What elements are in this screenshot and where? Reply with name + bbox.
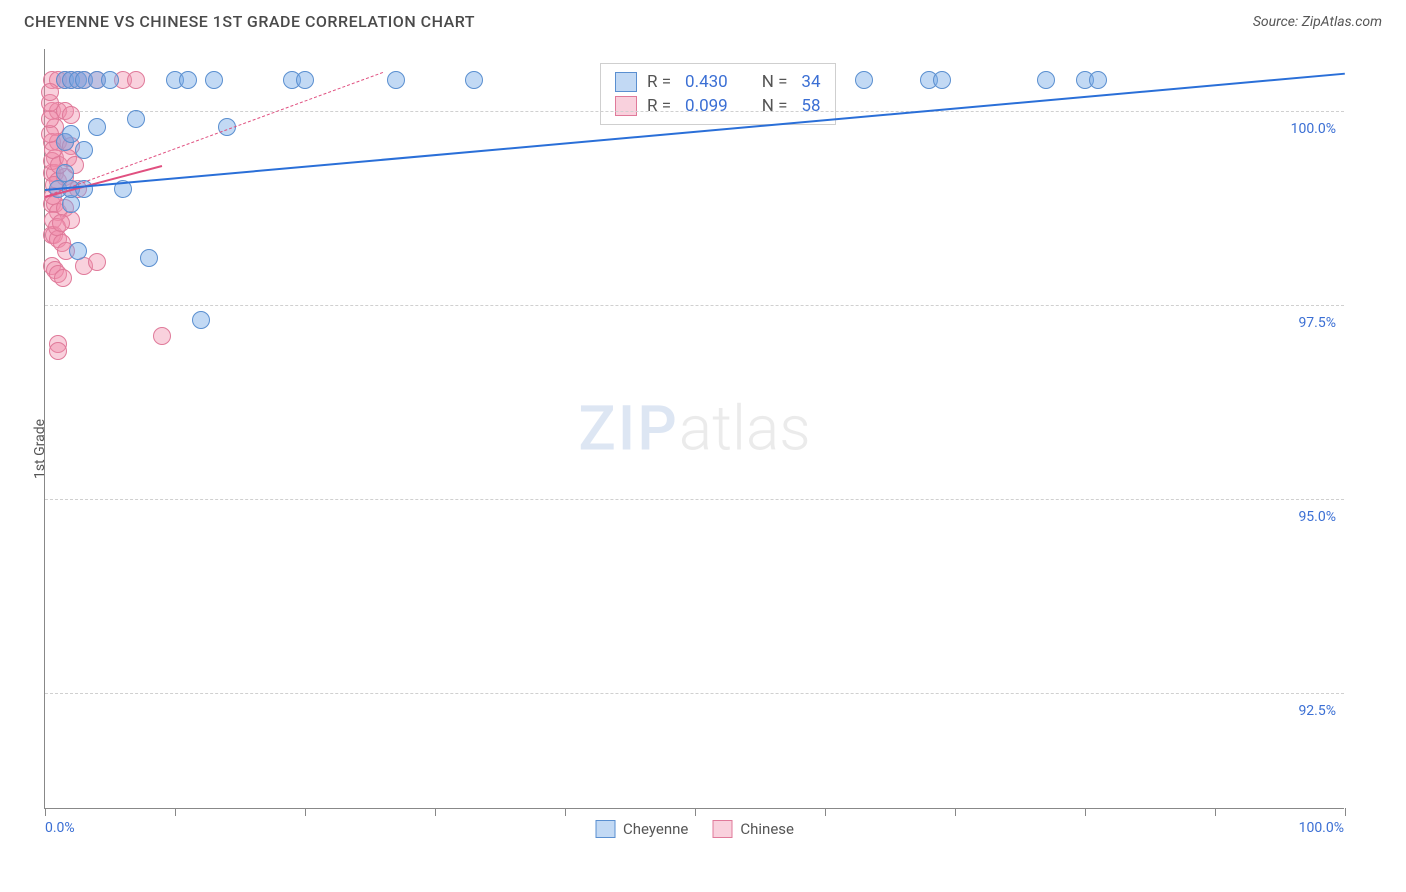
chart-title: CHEYENNE VS CHINESE 1ST GRADE CORRELATIO… — [24, 12, 475, 31]
scatter-point-cheyenne — [179, 71, 197, 89]
stats-r-label: R = — [647, 96, 671, 116]
stats-box: R = 0.430 N = 34 R = 0.099 N = 58 — [600, 63, 836, 125]
scatter-point-cheyenne — [127, 110, 145, 128]
x-tick — [45, 808, 46, 816]
scatter-point-cheyenne — [855, 71, 873, 89]
correlation-chart: 1st Grade ZIPatlas R =0.430N =34R =0.099… — [0, 39, 1406, 859]
x-tick — [695, 808, 696, 816]
scatter-point-cheyenne — [387, 71, 405, 89]
y-tick-label: 100.0% — [1291, 121, 1336, 137]
scatter-point-cheyenne — [192, 311, 210, 329]
x-tick — [955, 808, 956, 816]
y-tick-label: 95.0% — [1298, 509, 1336, 525]
watermark-zip: ZIP — [578, 392, 679, 465]
stats-row: R = 0.099 N = 58 — [615, 94, 821, 118]
scatter-point-cheyenne — [62, 195, 80, 213]
legend-label: Cheyenne — [623, 820, 688, 838]
scatter-point-cheyenne — [296, 71, 314, 89]
scatter-point-cheyenne — [69, 242, 87, 260]
scatter-point-chinese — [54, 269, 72, 287]
gridline-horizontal — [45, 111, 1344, 112]
x-axis-max-label: 100.0% — [1299, 820, 1344, 836]
stats-r-value: 0.430 — [685, 72, 728, 92]
scatter-point-cheyenne — [88, 118, 106, 136]
legend-label: Chinese — [740, 820, 794, 838]
x-tick — [435, 808, 436, 816]
y-tick-label: 92.5% — [1298, 703, 1336, 719]
x-tick — [175, 808, 176, 816]
stats-n-label: N = — [762, 96, 788, 116]
legend-swatch — [712, 820, 732, 838]
scatter-point-cheyenne — [465, 71, 483, 89]
stats-n-value: 58 — [801, 96, 820, 116]
scatter-point-cheyenne — [933, 71, 951, 89]
scatter-point-cheyenne — [1089, 71, 1107, 89]
legend-item: Cheyenne — [595, 820, 688, 838]
scatter-point-cheyenne — [101, 71, 119, 89]
watermark-atlas: atlas — [679, 392, 811, 465]
scatter-point-chinese — [153, 327, 171, 345]
gridline-horizontal — [45, 305, 1344, 306]
x-tick — [1345, 808, 1346, 816]
x-tick — [1085, 808, 1086, 816]
stats-n-value: 34 — [801, 72, 820, 92]
stats-swatch — [615, 72, 637, 92]
scatter-point-chinese — [52, 214, 70, 232]
x-tick — [1215, 808, 1216, 816]
scatter-point-cheyenne — [62, 125, 80, 143]
scatter-point-cheyenne — [205, 71, 223, 89]
x-tick — [565, 808, 566, 816]
watermark-logo: ZIPatlas — [578, 392, 810, 465]
x-tick — [305, 808, 306, 816]
plot-area: ZIPatlas R =0.430N =34R =0.099N =58 0.0%… — [44, 49, 1344, 809]
scatter-point-chinese — [88, 253, 106, 271]
chart-legend: Cheyenne Chinese — [595, 820, 794, 838]
scatter-point-cheyenne — [1037, 71, 1055, 89]
gridline-horizontal — [45, 499, 1344, 500]
source-attribution: Source: ZipAtlas.com — [1253, 14, 1382, 30]
stats-r-value: 0.099 — [685, 96, 728, 116]
scatter-point-chinese — [49, 342, 67, 360]
stats-row: R = 0.430 N = 34 — [615, 70, 821, 94]
scatter-point-cheyenne — [75, 141, 93, 159]
scatter-point-chinese — [127, 71, 145, 89]
scatter-point-cheyenne — [140, 249, 158, 267]
legend-swatch — [595, 820, 615, 838]
scatter-point-chinese — [62, 106, 80, 124]
x-axis-origin-label: 0.0% — [45, 820, 75, 836]
scatter-point-chinese — [41, 110, 59, 128]
x-tick — [825, 808, 826, 816]
stats-swatch — [615, 96, 637, 116]
gridline-horizontal — [45, 693, 1344, 694]
stats-n-label: N = — [762, 72, 788, 92]
y-tick-label: 97.5% — [1298, 315, 1336, 331]
legend-item: Chinese — [712, 820, 794, 838]
stats-r-label: R = — [647, 72, 671, 92]
